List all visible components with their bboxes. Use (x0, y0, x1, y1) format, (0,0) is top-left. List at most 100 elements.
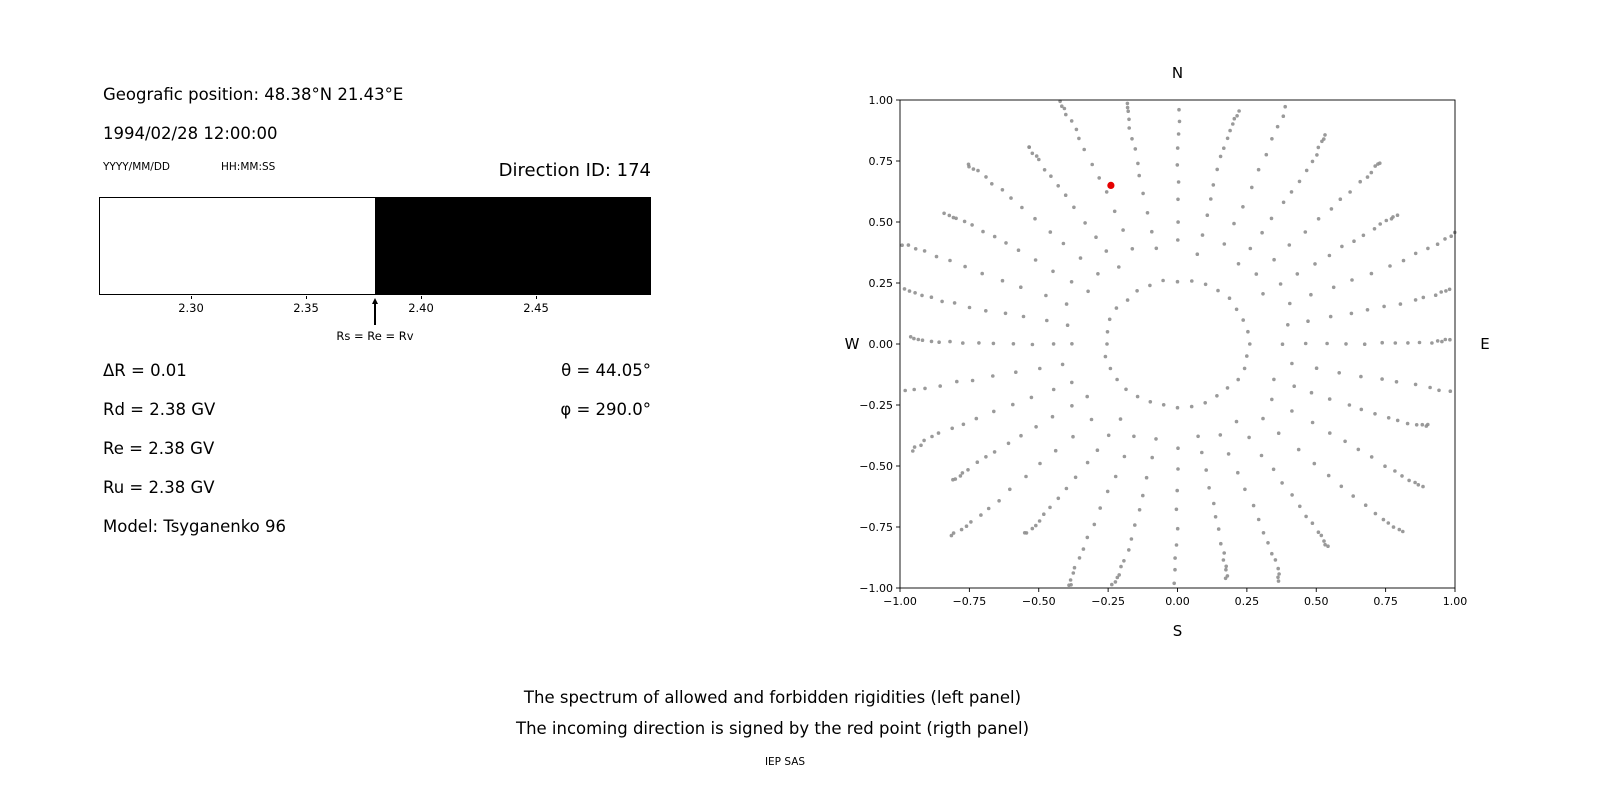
direction-dot (1074, 127, 1079, 132)
direction-dot (1195, 252, 1200, 256)
direction-dot (1378, 222, 1382, 226)
arrow-head-icon (372, 298, 378, 304)
direction-dot (1082, 147, 1086, 152)
direction-dot (1048, 230, 1053, 234)
direction-dot (1421, 295, 1426, 300)
direction-dot (1145, 211, 1150, 215)
direction-dot (1386, 416, 1391, 420)
direction-dot (1309, 390, 1314, 395)
direction-dot (1348, 190, 1352, 194)
direction-dot (1073, 475, 1078, 480)
direction-dot (1125, 298, 1130, 302)
compass-south-label: S (1173, 622, 1183, 640)
direction-dot (1384, 218, 1389, 223)
direction-dot (1373, 511, 1378, 516)
direction-dot (1273, 558, 1278, 562)
direction-dot (923, 386, 927, 391)
direction-dot (1280, 481, 1284, 485)
direction-dot (1092, 522, 1097, 527)
direction-dot (1105, 342, 1109, 346)
direction-dot (1020, 205, 1024, 210)
direction-dot (1276, 566, 1280, 571)
direction-dot (1049, 174, 1053, 178)
direction-dot (1225, 136, 1230, 141)
direction-dot (1174, 507, 1179, 512)
direction-dot (1154, 437, 1158, 441)
direction-dot (1413, 298, 1418, 302)
direction-dot (1034, 154, 1039, 158)
y-tick-label: −0.50 (859, 460, 893, 473)
compass-north-label: N (1172, 64, 1183, 82)
direction-dot (1428, 385, 1432, 390)
direction-dot (984, 309, 988, 313)
direction-dot (969, 520, 973, 524)
direction-dot (1024, 474, 1028, 479)
direction-dot (1222, 146, 1226, 150)
direction-dot (1014, 370, 1018, 375)
direction-dot (950, 426, 954, 431)
direction-dot (1338, 197, 1343, 201)
direction-dot (1053, 448, 1058, 453)
direction-dot (1378, 161, 1382, 165)
direction-dot (1122, 454, 1127, 459)
direction-dot (1137, 173, 1141, 178)
direction-dot (1310, 159, 1315, 164)
direction-dot (1132, 434, 1136, 439)
direction-dot (906, 243, 911, 247)
direction-dot (1211, 183, 1216, 187)
direction-dot (1103, 354, 1108, 359)
direction-dot (1269, 216, 1274, 221)
direction-dot (959, 527, 964, 532)
direction-dot (1130, 247, 1135, 251)
direction-dot (1203, 282, 1208, 287)
param-line: θ = 44.05° (561, 361, 651, 380)
direction-dot (1447, 287, 1452, 292)
time-format-label: HH:MM:SS (221, 161, 276, 173)
direction-dot (992, 450, 997, 454)
direction-dot (1034, 523, 1038, 528)
direction-dot (961, 422, 966, 427)
direction-dot (1222, 242, 1227, 246)
direction-dot (1398, 302, 1403, 306)
direction-dot (1245, 354, 1249, 358)
direction-dot (1133, 523, 1137, 527)
direction-dot (1443, 237, 1447, 241)
direction-dot (1030, 342, 1035, 347)
direction-dot (951, 477, 955, 482)
caption-line-2: The incoming direction is signed by the … (515, 719, 1030, 738)
direction-dot (970, 378, 975, 383)
direction-dot (940, 299, 944, 304)
direction-dot (1235, 114, 1239, 118)
direction-dot (1276, 431, 1281, 436)
direction-dot (971, 167, 976, 171)
direction-dot (1373, 164, 1377, 168)
direction-dot (1278, 282, 1283, 286)
direction-dot (1174, 543, 1179, 547)
direction-dot (1437, 388, 1441, 393)
direction-dot (1225, 386, 1230, 390)
direction-dot (1212, 501, 1216, 506)
direction-dot (951, 215, 956, 220)
direction-dot (1304, 168, 1309, 173)
direction-dot (1000, 188, 1005, 192)
direction-dot (1175, 163, 1180, 167)
param-line: ΔR = 0.01 (103, 361, 187, 380)
direction-dot (1011, 402, 1015, 407)
y-tick-label: 0.50 (869, 216, 894, 229)
direction-dot (911, 449, 915, 453)
direction-dot (1097, 176, 1101, 180)
direction-dot (1118, 417, 1123, 421)
direction-dot (1326, 544, 1330, 548)
direction-dot (1413, 382, 1418, 387)
direction-dot (922, 249, 927, 253)
direction-dot (980, 271, 984, 276)
direction-dot (1319, 533, 1324, 538)
direction-dot (900, 243, 904, 247)
direction-dot (912, 336, 916, 341)
direction-dot (1420, 422, 1425, 427)
direction-dot (1019, 285, 1023, 289)
direction-dot (938, 384, 942, 388)
direction-dot (907, 289, 912, 293)
direction-dot (908, 335, 913, 339)
direction-dot (1096, 272, 1100, 276)
